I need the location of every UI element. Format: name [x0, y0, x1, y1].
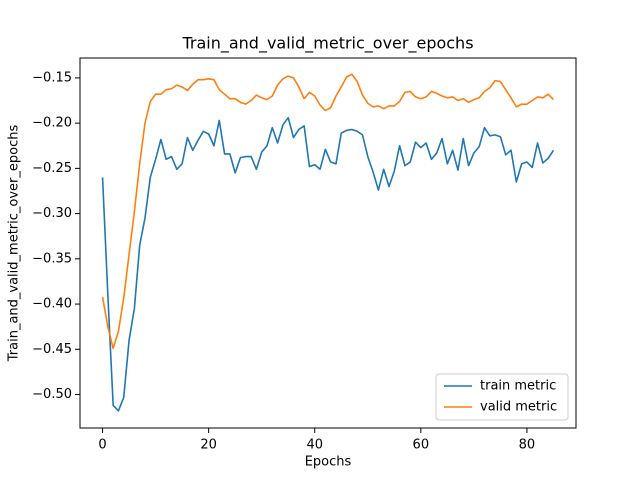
x-tick-label: 80 [519, 438, 536, 453]
y-tick-label: −0.40 [32, 297, 72, 312]
data-line [101, 116, 555, 412]
y-tick-label: −0.45 [32, 342, 72, 357]
legend: train metric valid metric [435, 373, 569, 421]
x-tick-label: 40 [306, 438, 323, 453]
y-tick-label: −0.25 [32, 161, 72, 176]
y-tick-label: −0.30 [32, 206, 72, 221]
y-tick-label: −0.35 [32, 251, 72, 266]
chart-title: Train_and_valid_metric_over_epochs [181, 34, 473, 54]
legend-label: train metric [480, 379, 556, 394]
y-tick-label: −0.15 [32, 70, 72, 85]
x-tick-label: 60 [413, 438, 430, 453]
x-axis-label: Epochs [305, 455, 352, 470]
plot-frame [79, 57, 577, 429]
y-axis-label: Train_and_valid_metric_over_epochs [7, 125, 22, 363]
x-tick-label: 20 [200, 438, 217, 453]
y-tick-label: −0.50 [32, 387, 72, 402]
x-tick-label: 0 [98, 438, 106, 453]
y-tick-label: −0.20 [32, 116, 72, 131]
data-line [101, 73, 555, 350]
legend-label: valid metric [480, 400, 557, 415]
